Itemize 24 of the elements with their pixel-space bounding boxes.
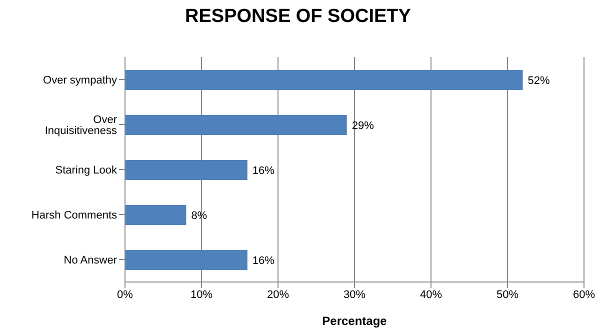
chart-title: RESPONSE OF SOCIETY [184, 6, 412, 28]
y-tick-label: Staring Look [55, 164, 118, 176]
x-tick-label: 30% [343, 288, 366, 301]
x-tick-label: 0% [117, 288, 134, 301]
y-tick-label: Over sympathy [43, 74, 118, 86]
x-tick-label: 60% [572, 288, 596, 301]
bar [125, 205, 186, 225]
data-label: 16% [252, 164, 275, 177]
bar [125, 250, 248, 270]
y-tick-label: Over Inquisitiveness [44, 114, 118, 137]
data-label: 16% [252, 254, 275, 267]
x-tick-label: 50% [496, 288, 519, 301]
bar [125, 115, 347, 135]
data-label: 29% [352, 120, 374, 132]
x-tick-label: 40% [420, 288, 442, 301]
bar [125, 160, 248, 180]
x-tick-label: 10% [190, 288, 213, 301]
bar [125, 70, 523, 90]
y-tick-label: Harsh Comments [31, 209, 118, 222]
data-label: 52% [528, 74, 550, 87]
x-tick-label: 20% [266, 288, 290, 301]
x-axis-title: Percentage [322, 314, 388, 328]
y-tick-label: No Answer [64, 254, 118, 266]
data-label: 8% [191, 210, 208, 222]
